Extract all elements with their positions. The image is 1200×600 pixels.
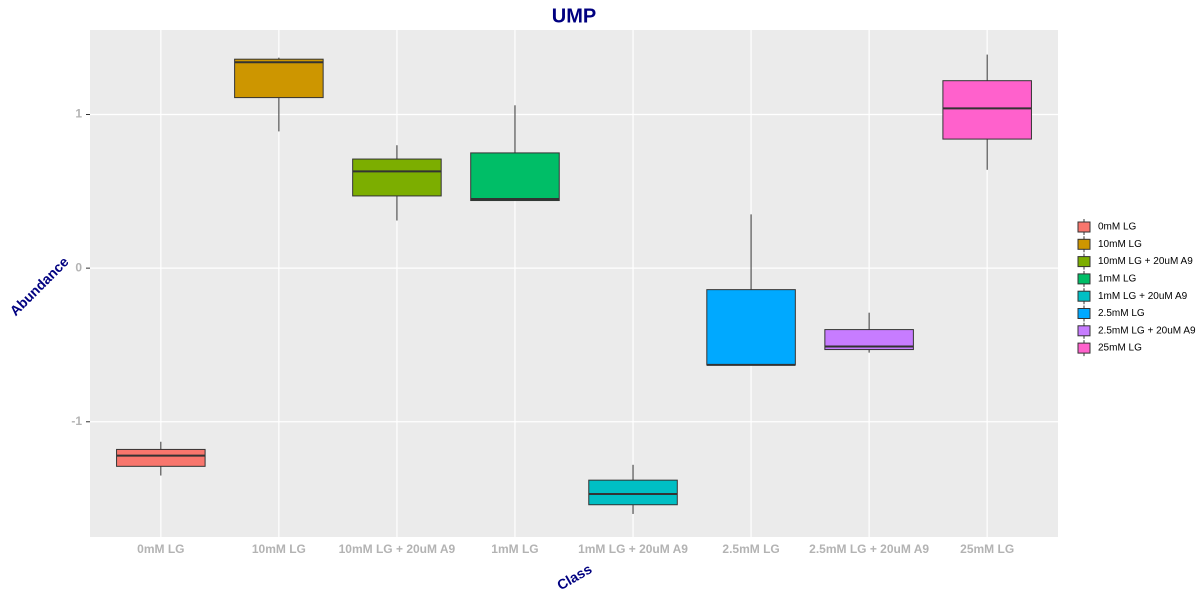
y-tick-label: -1 [71, 414, 82, 428]
legend-key [1077, 290, 1091, 302]
x-tick-label: 0mM LG [137, 542, 184, 556]
box [116, 448, 206, 467]
legend-label: 1mM LG + 20uM A9 [1098, 291, 1188, 302]
box [706, 289, 796, 366]
y-axis-label: Abundance [6, 253, 71, 318]
plot-panel [90, 30, 1058, 537]
box [470, 152, 560, 202]
chart-title: UMP [552, 5, 596, 27]
x-tick-label: 10mM LG + 20uM A9 [339, 542, 456, 556]
legend-label: 2.5mM LG + 20uM A9 [1098, 325, 1196, 336]
x-tick-label: 2.5mM LG + 20uM A9 [809, 542, 929, 556]
legend-key [1077, 342, 1091, 354]
legend-label: 10mM LG + 20uM A9 [1098, 256, 1193, 267]
box [352, 158, 442, 197]
box [588, 479, 678, 506]
x-tick-label: 10mM LG [252, 542, 306, 556]
x-tick-label: 1mM LG + 20uM A9 [578, 542, 688, 556]
x-tick-label: 25mM LG [960, 542, 1014, 556]
box [942, 80, 1032, 140]
box [824, 329, 914, 351]
legend-label: 10mM LG [1098, 239, 1142, 250]
legend-key [1077, 256, 1091, 268]
legend-label: 25mM LG [1098, 343, 1142, 354]
legend-key [1077, 238, 1091, 250]
box [234, 58, 324, 99]
legend-label: 0mM LG [1098, 222, 1137, 233]
legend-key [1077, 273, 1091, 285]
x-axis-label: Class [554, 561, 595, 594]
y-tick-label: 1 [75, 107, 82, 121]
legend-key [1077, 221, 1091, 233]
y-tick-label: 0 [75, 260, 82, 274]
x-tick-label: 2.5mM LG [722, 542, 779, 556]
legend-label: 1mM LG [1098, 274, 1137, 285]
legend-key [1077, 325, 1091, 337]
legend-key [1077, 308, 1091, 319]
legend-label: 2.5mM LG [1098, 308, 1145, 319]
x-tick-label: 1mM LG [491, 542, 538, 556]
